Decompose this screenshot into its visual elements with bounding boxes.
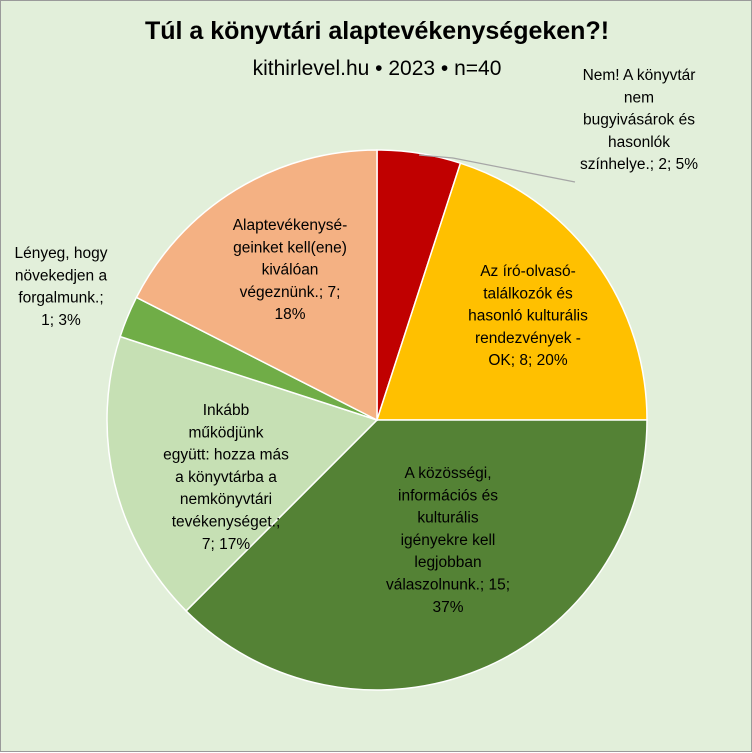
data-label-line: 7; 17% — [202, 536, 250, 553]
data-label-line: 1; 3% — [41, 312, 81, 329]
data-label-line: találkozók és — [483, 285, 573, 302]
data-label-line: forgalmunk.; — [18, 290, 103, 307]
data-label-line: 18% — [274, 306, 305, 323]
chart-title: Túl a könyvtári alaptevékenységeken?! — [144, 17, 610, 45]
data-label-line: működjünk — [189, 424, 264, 441]
data-label-line: A közösségi, — [404, 465, 491, 482]
data-label-line: kulturális — [417, 510, 478, 527]
pie-slice-2 — [375, 162, 648, 421]
data-label-line: Lényeg, hogy — [14, 245, 107, 262]
data-label-line: hasonlók — [608, 134, 670, 151]
data-label-line: igényekre kell — [401, 532, 496, 549]
data-label-2: Az író-olvasó-találkozók és hasonló kultu… — [468, 263, 588, 369]
pie-slice-3 — [185, 419, 648, 691]
data-label-4: Inkább működjünk együtt: hozza más a könyvt… — [163, 402, 289, 553]
data-label-line: legjobban — [414, 554, 481, 571]
data-label-3: A közösségi, információs és kulturális igén… — [386, 465, 510, 616]
data-label-line: a könyvtárba a — [175, 469, 277, 486]
data-label-line: geinket kell(ene) — [233, 239, 347, 256]
data-label-1: Nem! A könyvtár nem bugyivásárok és hasonló… — [580, 67, 698, 173]
data-label-line: végeznünk.; 7; — [240, 284, 341, 301]
data-label-line: Az író-olvasó- — [480, 263, 576, 280]
data-label-line: válaszolnunk.; 15; — [386, 577, 510, 594]
data-label-line: színhelye.; 2; 5% — [580, 156, 698, 173]
pie-slice-6 — [135, 149, 378, 422]
data-label-line: 37% — [432, 599, 463, 616]
data-label-line: bugyivásárok és — [583, 112, 695, 129]
data-label-line: együtt: hozza más — [163, 447, 289, 464]
data-label-5: Lényeg, hogy növekedjen a forgalmunk.; 1; 3… — [14, 245, 107, 329]
data-label-line: rendezvények - — [475, 330, 581, 347]
pie-slice-4 — [106, 335, 379, 612]
data-label-line: nem — [624, 89, 654, 106]
data-label-line: Alaptevékenysé- — [233, 217, 348, 234]
data-label-line: nemkönyvtári — [180, 491, 272, 508]
data-label-line: tevékenységet.; — [172, 514, 281, 531]
data-label-line: Inkább — [203, 402, 250, 419]
data-label-6: Alaptevékenysé-geinket kell(ene) kiválóan… — [233, 217, 348, 323]
data-label-line: hasonló kulturális — [468, 308, 588, 325]
chart-subtitle: kithirlevel.hu • 2023 • n=40 — [252, 57, 502, 80]
leader-line — [418, 154, 576, 183]
data-label-line: növekedjen a — [15, 267, 108, 284]
data-label-line: Nem! A könyvtár — [583, 67, 696, 84]
data-label-line: kiválóan — [262, 262, 319, 279]
data-label-line: információs és — [398, 487, 498, 504]
data-label-line: OK; 8; 20% — [488, 352, 567, 369]
